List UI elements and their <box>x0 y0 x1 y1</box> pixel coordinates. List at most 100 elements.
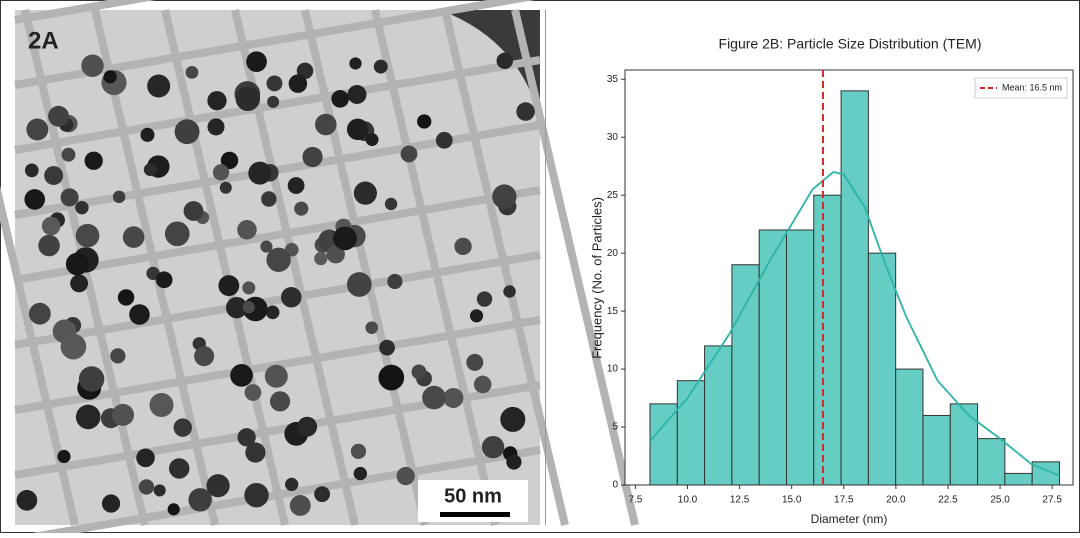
particle <box>396 466 415 486</box>
particle <box>287 177 305 194</box>
particle <box>38 234 60 257</box>
particle <box>350 443 367 459</box>
x-axis-label: Diameter (nm) <box>811 512 888 526</box>
particle <box>454 237 472 256</box>
particle <box>365 133 379 147</box>
bar <box>895 368 924 486</box>
bar <box>1004 472 1033 486</box>
grid-bar <box>14 446 541 538</box>
tem-edge <box>440 10 540 120</box>
grid-bar <box>301 9 429 526</box>
particle <box>129 304 150 325</box>
particle <box>481 435 505 459</box>
particle <box>155 271 173 289</box>
particle <box>261 191 277 207</box>
particle <box>346 118 369 141</box>
particle <box>153 484 166 497</box>
grid-bar <box>14 251 541 349</box>
particle <box>219 181 232 194</box>
particle <box>244 384 262 401</box>
particle <box>469 309 484 323</box>
y-tick-label: 10 <box>607 364 619 375</box>
particle <box>16 489 38 511</box>
particle <box>314 251 328 266</box>
particle <box>476 291 493 307</box>
particle <box>65 252 89 276</box>
particle <box>353 181 377 205</box>
chart-title: Figure 2B: Particle Size Distribution (T… <box>719 36 982 52</box>
x-tick-label: 20.0 <box>886 495 906 506</box>
particle <box>331 90 349 108</box>
particle <box>194 346 215 367</box>
bar <box>977 438 1006 486</box>
particle <box>266 247 291 272</box>
bar <box>649 403 678 486</box>
particle <box>122 226 145 248</box>
particle <box>353 466 367 481</box>
scale-bar-label: 50 nm <box>444 485 502 507</box>
y-tick-label: 30 <box>607 132 619 143</box>
grid-bar <box>161 9 289 526</box>
particle <box>373 59 388 74</box>
particle <box>435 131 453 149</box>
x-tick-label: 25.0 <box>990 495 1010 506</box>
particle <box>516 102 535 121</box>
tem-image <box>0 0 639 538</box>
particle <box>206 474 230 498</box>
particle <box>347 84 367 104</box>
particle <box>220 151 239 170</box>
particle <box>285 477 299 492</box>
bar <box>922 414 951 486</box>
plot: 0 5 10 15 20 25 30 35 7.5 10.0 12.5 15.0 17.5 20.0 22.… <box>607 69 1074 506</box>
x-tick-label: 27.5 <box>1042 495 1062 506</box>
bar <box>758 229 787 486</box>
particle <box>281 286 302 308</box>
particle <box>183 201 204 221</box>
panel-label: 2A <box>28 27 59 54</box>
grid-bar <box>14 186 541 284</box>
particle <box>422 385 446 410</box>
particle <box>400 145 418 163</box>
particle <box>70 274 89 293</box>
particle <box>218 275 240 297</box>
particle <box>496 52 513 70</box>
particle <box>473 375 492 394</box>
particle <box>138 479 155 495</box>
x-tick-label: 12.5 <box>730 495 750 506</box>
particle <box>207 91 227 111</box>
particle <box>57 449 71 464</box>
particle <box>48 105 70 127</box>
particle <box>349 57 362 70</box>
particle <box>503 285 516 298</box>
particle <box>379 339 395 356</box>
grid-bar <box>0 185 79 526</box>
particle <box>60 188 79 207</box>
particle <box>169 458 190 479</box>
particle <box>265 305 280 320</box>
particle <box>443 387 464 408</box>
particle <box>26 118 49 141</box>
particle <box>378 364 405 391</box>
particle <box>147 74 171 98</box>
particle <box>173 418 192 437</box>
particle <box>149 392 174 418</box>
legend-box <box>974 77 1068 99</box>
particle <box>267 95 280 108</box>
particle <box>75 404 101 430</box>
particle <box>117 289 135 306</box>
particle <box>266 75 283 92</box>
bar <box>840 90 869 486</box>
particle <box>146 266 160 281</box>
particle <box>492 184 517 209</box>
particle <box>384 197 398 211</box>
kde-line <box>649 171 1060 477</box>
particle <box>226 296 248 319</box>
y-axis-label: Frequency (No. of Particles) <box>589 197 604 359</box>
particle <box>246 51 267 73</box>
particle <box>185 65 199 79</box>
particle <box>269 391 291 412</box>
particle <box>294 201 309 216</box>
y-tick-label: 35 <box>607 74 619 85</box>
particle <box>237 219 257 240</box>
particle <box>326 244 345 264</box>
